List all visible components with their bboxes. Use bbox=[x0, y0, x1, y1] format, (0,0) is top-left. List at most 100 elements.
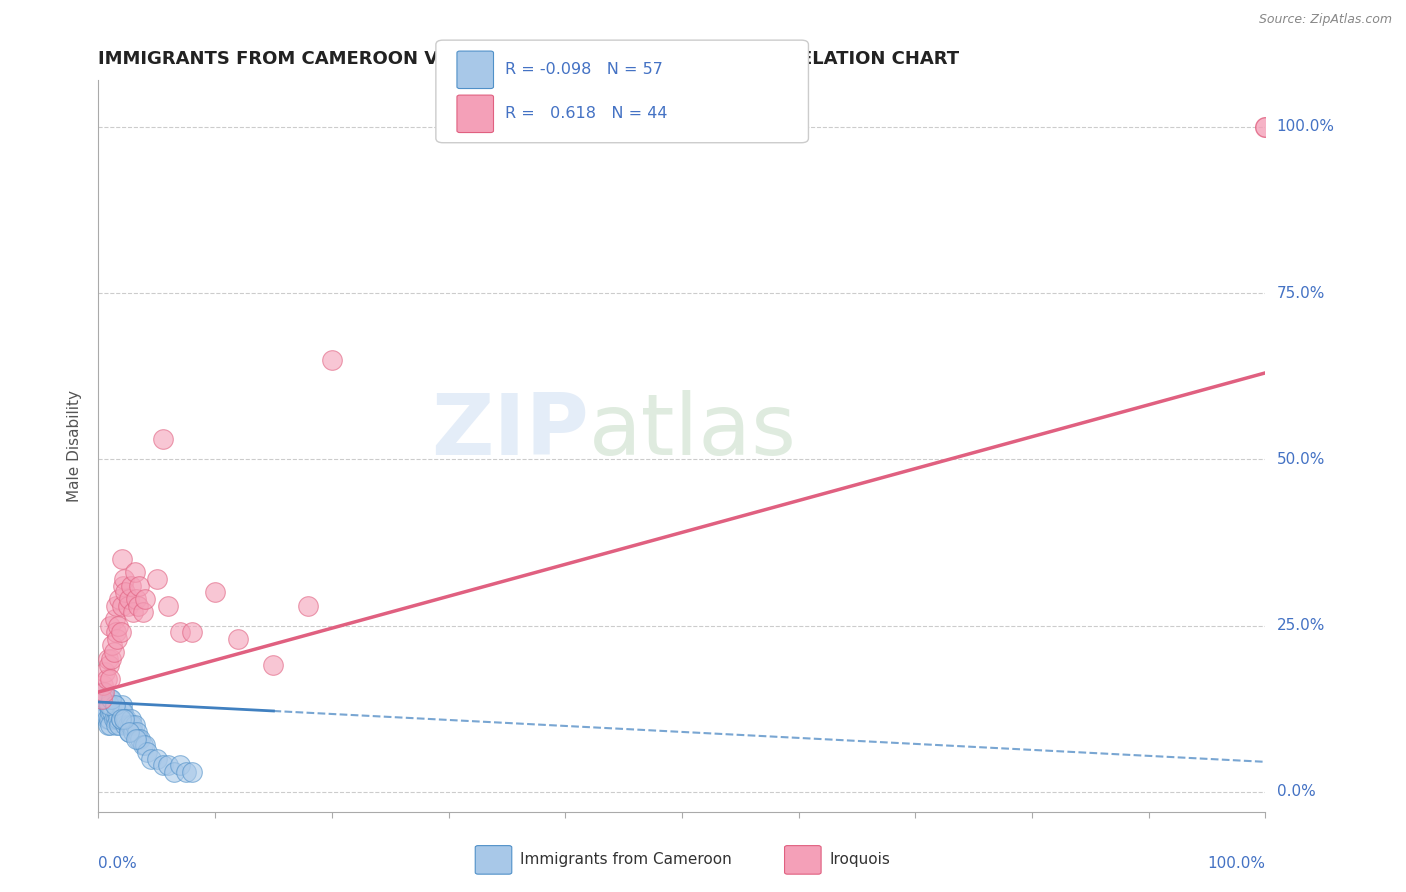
Point bbox=[111, 705, 134, 719]
Point bbox=[139, 751, 162, 765]
Point bbox=[104, 698, 127, 713]
Point bbox=[97, 718, 120, 732]
Point bbox=[111, 599, 134, 613]
Point bbox=[97, 698, 120, 713]
Point bbox=[100, 652, 122, 666]
Point bbox=[104, 599, 127, 613]
Point bbox=[98, 691, 121, 706]
Point bbox=[132, 738, 155, 752]
Point bbox=[94, 691, 117, 706]
Point bbox=[134, 738, 156, 752]
Point bbox=[93, 685, 115, 699]
Text: ZIP: ZIP bbox=[430, 390, 589, 473]
Point bbox=[93, 698, 115, 713]
Point bbox=[157, 599, 180, 613]
Text: 50.0%: 50.0% bbox=[1277, 452, 1324, 467]
Point bbox=[104, 698, 127, 713]
Point bbox=[97, 652, 120, 666]
Point bbox=[98, 618, 121, 632]
Point bbox=[163, 764, 186, 779]
Point bbox=[120, 579, 142, 593]
Point bbox=[104, 712, 127, 726]
Text: IMMIGRANTS FROM CAMEROON VS IROQUOIS MALE DISABILITY CORRELATION CHART: IMMIGRANTS FROM CAMEROON VS IROQUOIS MAL… bbox=[98, 50, 959, 68]
Text: Source: ZipAtlas.com: Source: ZipAtlas.com bbox=[1258, 13, 1392, 27]
Point bbox=[174, 764, 197, 779]
Point bbox=[91, 685, 114, 699]
Text: R = -0.098   N = 57: R = -0.098 N = 57 bbox=[505, 62, 662, 78]
Point bbox=[107, 712, 129, 726]
Point bbox=[104, 625, 127, 640]
Point bbox=[107, 618, 129, 632]
Point bbox=[94, 665, 117, 679]
Point bbox=[169, 625, 191, 640]
Text: R =   0.618   N = 44: R = 0.618 N = 44 bbox=[505, 106, 668, 121]
Point bbox=[117, 599, 139, 613]
Point bbox=[127, 731, 149, 746]
Point bbox=[101, 639, 124, 653]
Point bbox=[98, 672, 121, 686]
Text: Immigrants from Cameroon: Immigrants from Cameroon bbox=[520, 853, 733, 867]
Point bbox=[105, 705, 128, 719]
Point bbox=[297, 599, 319, 613]
Point bbox=[125, 591, 148, 606]
Point bbox=[121, 718, 143, 732]
Point bbox=[152, 433, 174, 447]
Point bbox=[98, 718, 121, 732]
Point bbox=[169, 758, 191, 772]
Point bbox=[204, 585, 226, 599]
Point bbox=[120, 712, 142, 726]
Y-axis label: Male Disability: Male Disability bbox=[67, 390, 83, 502]
Point bbox=[90, 691, 112, 706]
Point bbox=[112, 572, 135, 586]
Point bbox=[228, 632, 250, 646]
Point bbox=[104, 612, 127, 626]
Point bbox=[108, 718, 131, 732]
Point bbox=[96, 672, 118, 686]
Text: 0.0%: 0.0% bbox=[98, 855, 138, 871]
Point bbox=[97, 712, 120, 726]
Point bbox=[262, 658, 284, 673]
Point bbox=[180, 625, 202, 640]
Point bbox=[132, 605, 155, 619]
Point bbox=[90, 691, 112, 706]
Point bbox=[157, 758, 180, 772]
Text: 100.0%: 100.0% bbox=[1208, 855, 1265, 871]
Point bbox=[129, 731, 152, 746]
Point bbox=[118, 725, 141, 739]
Point bbox=[180, 764, 202, 779]
Point bbox=[110, 625, 132, 640]
Text: 0.0%: 0.0% bbox=[1277, 784, 1315, 799]
Point bbox=[97, 658, 120, 673]
Point bbox=[128, 579, 150, 593]
Point bbox=[97, 698, 120, 713]
Text: Iroquois: Iroquois bbox=[830, 853, 890, 867]
Point bbox=[321, 352, 343, 367]
Point bbox=[100, 691, 122, 706]
Point bbox=[125, 731, 148, 746]
Point bbox=[94, 705, 117, 719]
Text: atlas: atlas bbox=[589, 390, 797, 473]
Point bbox=[122, 605, 145, 619]
Point bbox=[111, 698, 134, 713]
Point bbox=[122, 725, 145, 739]
Text: 100.0%: 100.0% bbox=[1277, 120, 1334, 135]
Point bbox=[91, 678, 114, 692]
Point bbox=[108, 591, 131, 606]
Point bbox=[96, 712, 118, 726]
Point bbox=[111, 579, 134, 593]
Point bbox=[103, 712, 125, 726]
Point bbox=[115, 712, 138, 726]
Point bbox=[111, 705, 134, 719]
Point bbox=[134, 591, 156, 606]
Point bbox=[136, 745, 159, 759]
Point bbox=[101, 705, 124, 719]
Point bbox=[103, 645, 125, 659]
Point bbox=[146, 572, 169, 586]
Point bbox=[105, 632, 128, 646]
Point bbox=[100, 698, 122, 713]
Point bbox=[125, 725, 148, 739]
Point bbox=[114, 718, 136, 732]
Point bbox=[104, 718, 127, 732]
Text: 75.0%: 75.0% bbox=[1277, 285, 1324, 301]
Point bbox=[1254, 120, 1277, 134]
